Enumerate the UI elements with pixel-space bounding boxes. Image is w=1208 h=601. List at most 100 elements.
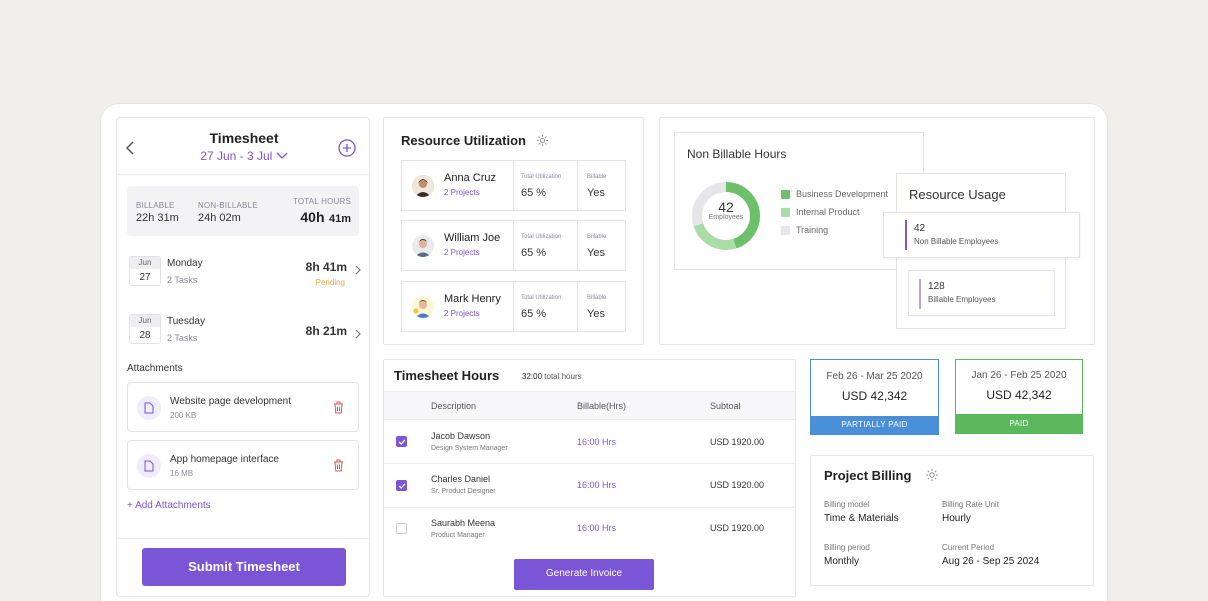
invoice-card-paid[interactable]: Jan 26 - Feb 25 2020 USD 42,342 PAID	[955, 359, 1083, 434]
row-checkbox[interactable]	[396, 480, 407, 491]
attachment-size: 16 MB	[170, 469, 194, 478]
billing-period-label: Billing period	[824, 543, 870, 552]
invoice-range: Jan 26 - Feb 25 2020	[971, 370, 1067, 381]
billable-label: BILLABLE	[136, 201, 175, 210]
current-period-label: Current Period	[942, 543, 995, 552]
usage-label: Billable Employees	[928, 295, 996, 304]
resource-row[interactable]: William Joe 2 Projects Total Utilization…	[401, 220, 626, 271]
date-range-label: 27 Jun - 3 Jul	[200, 149, 273, 163]
total-hours-m: 41m	[328, 213, 351, 225]
row-name: Jacob Dawson	[431, 431, 491, 441]
donut-center: 42 Employees	[690, 200, 762, 221]
date-day: 27	[139, 272, 151, 283]
billable-value: Yes	[587, 308, 605, 320]
header-description[interactable]: Description	[431, 401, 477, 411]
table-row[interactable]: Jacob Dawson Design System Manager 16:00…	[384, 421, 795, 464]
chevron-down-icon	[276, 149, 288, 163]
attachment-item[interactable]: App homepage interface 16 MB	[127, 440, 359, 490]
billable-label: Billable	[587, 174, 607, 180]
invoice-card-partial[interactable]: Feb 26 - Mar 25 2020 USD 42,342 PARTIALL…	[810, 359, 939, 435]
row-role: Design System Manager	[431, 445, 508, 452]
total-hours-value: 40h 41m	[300, 209, 351, 227]
legend-label: Business Development	[796, 189, 889, 199]
file-icon	[137, 454, 161, 478]
date-chip: Jun 28	[129, 314, 161, 344]
utilization-label: Total Utilization	[521, 295, 562, 301]
attachment-item[interactable]: Website page development 200 KB	[127, 382, 359, 432]
trash-icon[interactable]	[333, 401, 344, 419]
col-divider	[513, 282, 514, 331]
chevron-left-icon[interactable]	[125, 140, 135, 161]
trash-icon[interactable]	[333, 459, 344, 477]
usage-bar	[919, 279, 921, 309]
resource-projects[interactable]: 2 Projects	[444, 248, 480, 257]
invoice-range: Feb 26 - Mar 25 2020	[826, 371, 923, 382]
add-attachments-label: Add Attachments	[135, 500, 211, 511]
analytics-panel: Non Billable Hours 42 Employees Business…	[659, 117, 1095, 345]
attachment-name: App homepage interface	[170, 454, 279, 465]
resource-utilization-title: Resource Utilization	[401, 133, 526, 148]
submit-timesheet-button[interactable]: Submit Timesheet	[142, 548, 346, 586]
billing-model-label: Billing model	[824, 500, 870, 509]
total-hours-label: TOTAL HOURS	[292, 197, 351, 206]
avatar	[412, 175, 434, 197]
row-hours: 16:00 Hrs	[577, 480, 617, 490]
date-month: Jun	[130, 315, 160, 327]
resource-projects[interactable]: 2 Projects	[444, 188, 480, 197]
row-name: Charles Daniel	[431, 474, 491, 484]
row-subtotal: USD 1920.00	[710, 480, 765, 490]
day-row-monday[interactable]: Jun 27 Monday 2 Tasks 8h 41m Pending	[129, 256, 361, 292]
day-name: Tuesday	[167, 316, 205, 327]
row-subtotal: USD 1920.00	[710, 523, 765, 533]
billing-model-value: Time & Materials	[824, 513, 899, 524]
billable-value: 22h 31m	[136, 212, 179, 224]
divider	[117, 538, 371, 539]
row-checkbox[interactable]	[396, 523, 407, 534]
row-hours: 16:00 Hrs	[577, 437, 617, 447]
table-row[interactable]: Saurabh Meena Product Manager 16:00 Hrs …	[384, 508, 795, 550]
usage-label: Non Billable Employees	[914, 237, 999, 246]
usage-value: 128	[928, 281, 945, 292]
legend-item: Internal Product	[781, 207, 888, 217]
legend-swatch	[781, 207, 790, 217]
donut-chart	[692, 182, 760, 250]
billable-value: Yes	[587, 247, 605, 259]
billable-value: Yes	[587, 187, 605, 199]
nonbillable-label: NON-BILLABLE	[198, 201, 258, 210]
avatar	[412, 235, 434, 257]
nonbillable-value: 24h 02m	[198, 212, 241, 224]
add-circle-icon[interactable]	[338, 139, 356, 162]
date-day: 28	[139, 330, 151, 341]
billing-period-value: Monthly	[824, 556, 860, 567]
attachment-name: Website page development	[170, 396, 292, 407]
day-hours: 8h 21m	[305, 324, 347, 338]
col-divider	[513, 161, 514, 210]
legend-item: Training	[781, 225, 888, 235]
legend-swatch	[781, 189, 790, 199]
date-range-selector[interactable]: 27 Jun - 3 Jul	[117, 149, 371, 163]
day-hours: 8h 41m	[305, 260, 347, 274]
donut-value: 42	[718, 199, 734, 215]
project-billing-panel: Project Billing Billing model Time & Mat…	[810, 455, 1094, 586]
add-attachments-link[interactable]: + Add Attachments	[127, 500, 211, 511]
timesheet-panel: Timesheet 27 Jun - 3 Jul BILLABLE 22h 31…	[116, 117, 371, 597]
header-subtotal[interactable]: Subtoal	[710, 401, 741, 411]
donut-segment	[692, 182, 760, 250]
gear-icon[interactable]	[925, 468, 939, 487]
resource-name: Anna Cruz	[444, 172, 496, 184]
utilization-label: Total Utilization	[521, 174, 562, 180]
table-row[interactable]: Charles Daniel Sr. Product Designer 16:0…	[384, 464, 795, 508]
usage-item-non-billable: 42 Non Billable Employees	[883, 212, 1080, 258]
resource-row[interactable]: Mark Henry 2 Projects Total Utilization …	[401, 281, 626, 332]
resource-projects[interactable]: 2 Projects	[444, 309, 480, 318]
row-role: Product Manager	[431, 532, 485, 539]
generate-invoice-button[interactable]: Generate Invoice	[514, 559, 654, 590]
row-checkbox[interactable]	[396, 436, 407, 447]
usage-value: 42	[914, 223, 926, 234]
col-divider	[577, 221, 578, 270]
gear-icon[interactable]	[536, 134, 549, 152]
col-divider	[513, 221, 514, 270]
header-billable[interactable]: Billable(Hrs)	[577, 401, 627, 411]
resource-row[interactable]: Anna Cruz 2 Projects Total Utilization 6…	[401, 160, 626, 211]
day-row-tuesday[interactable]: Jun 28 Tuesday 2 Tasks 8h 21m	[129, 314, 361, 350]
